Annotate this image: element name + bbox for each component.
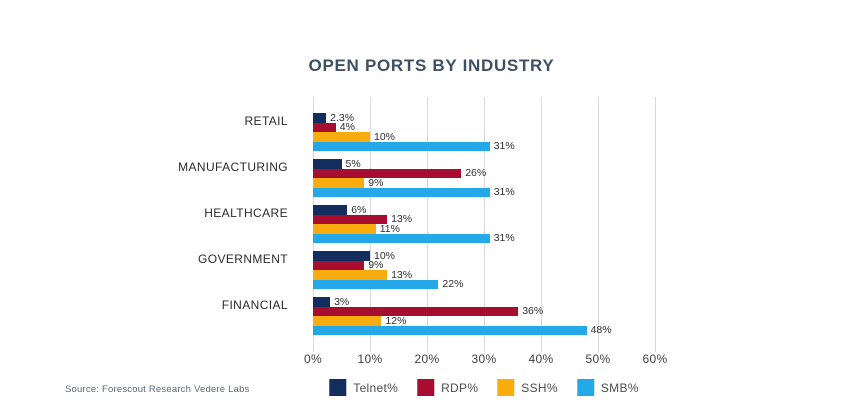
bar: [313, 205, 348, 215]
bar-value-label: 31%: [493, 186, 515, 199]
gridline: [427, 97, 428, 352]
x-tick-label: 30%: [471, 352, 497, 366]
bar: [313, 113, 327, 123]
bar-value-label: 4%: [339, 121, 355, 134]
bar-value-label: 36%: [522, 305, 544, 318]
bar-value-label: 10%: [374, 249, 396, 262]
bar: [313, 159, 342, 169]
legend-item: SMB%: [576, 379, 639, 396]
category-label: HEALTHCARE: [204, 206, 288, 220]
bar-value-label: 31%: [493, 232, 515, 245]
legend-item: RDP%: [417, 379, 478, 396]
bar-value-label: 48%: [590, 324, 612, 337]
bar-value-label: 3%: [334, 295, 350, 308]
legend-label: SSH%: [521, 380, 558, 395]
bar: [313, 187, 490, 197]
bar-value-label: 10%: [374, 130, 396, 143]
gridline: [484, 97, 485, 352]
legend-label: RDP%: [441, 380, 479, 395]
bar: [313, 141, 490, 151]
legend-label: Telnet%: [353, 380, 399, 395]
bar-value-label: 26%: [465, 167, 487, 180]
bar-value-label: 6%: [351, 203, 367, 216]
x-tick-label: 0%: [304, 352, 322, 366]
x-tick-label: 60%: [642, 352, 668, 366]
bar: [313, 214, 388, 224]
bar: [313, 325, 587, 335]
bar-value-label: 11%: [379, 222, 400, 235]
gridline: [655, 97, 656, 352]
bar: [313, 132, 370, 142]
bar-value-label: 12%: [385, 314, 407, 327]
bar: [313, 297, 331, 307]
legend-swatch: [417, 379, 435, 396]
category-label: MANUFACTURING: [178, 160, 288, 174]
bar: [313, 168, 462, 178]
bar-value-label: 9%: [368, 176, 384, 189]
bar-value-label: 31%: [493, 140, 515, 153]
category-label: RETAIL: [244, 114, 288, 128]
x-tick-label: 20%: [414, 352, 440, 366]
bar-value-label: 13%: [391, 213, 413, 226]
bar-value-label: 9%: [368, 259, 384, 272]
category-label: FINANCIAL: [221, 298, 288, 312]
legend-item: SSH%: [497, 379, 558, 396]
bar: [313, 279, 439, 289]
legend-swatch: [329, 379, 347, 396]
bar: [313, 260, 365, 270]
bar: [313, 122, 336, 132]
gridline: [598, 97, 599, 352]
plot-area: 2.3% 4% 10% 31% 5% 26% 9% 31% 6% 13% 11% 31% 10% 9% 13…: [313, 97, 656, 352]
legend-swatch: [497, 379, 515, 396]
bar: [313, 316, 382, 326]
chart-title: OPEN PORTS BY INDUSTRY: [308, 56, 555, 75]
bar: [313, 224, 376, 234]
bar: [313, 306, 519, 316]
gridline: [541, 97, 542, 352]
legend: Telnet% RDP% SSH% SMB%: [329, 379, 638, 396]
bar: [313, 270, 388, 280]
bar: [313, 178, 365, 188]
source-caption: Source: Forescout Research Vedere Labs: [65, 384, 250, 395]
x-tick-label: 50%: [585, 352, 611, 366]
bar-value-label: 13%: [391, 268, 413, 281]
bar: [313, 251, 370, 261]
bar: [313, 233, 490, 243]
bar-value-label: 22%: [442, 278, 464, 291]
x-tick-label: 40%: [528, 352, 554, 366]
bar-value-label: 2.3%: [330, 111, 355, 124]
category-label: GOVERNMENT: [197, 252, 288, 266]
legend-item: Telnet%: [329, 379, 398, 396]
bar-value-label: 5%: [345, 157, 361, 170]
legend-label: SMB%: [600, 380, 639, 395]
legend-swatch: [576, 379, 594, 396]
x-tick-label: 10%: [357, 352, 383, 366]
